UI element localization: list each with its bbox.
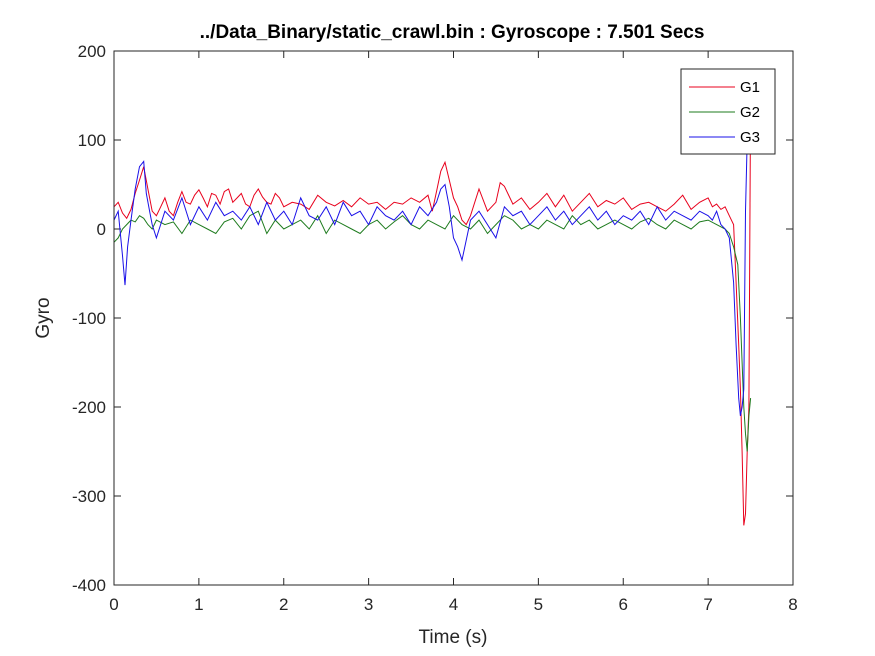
y-tick-label: 0 [97,220,106,239]
x-tick-label: 3 [364,595,373,614]
plot-area-frame [113,50,794,586]
x-tick-label: 5 [534,595,543,614]
x-tick-label: 8 [788,595,797,614]
series-line-g1 [114,95,752,526]
chart-title: ../Data_Binary/static_crawl.bin : Gyrosc… [200,22,705,43]
x-tick-label: 0 [109,595,118,614]
x-axis-label: Time (s) [419,627,488,648]
x-tick-label: 1 [194,595,203,614]
y-tick-label: -300 [72,487,106,506]
x-tick-label: 7 [703,595,712,614]
legend-label-g1: G1 [740,79,760,96]
series-line-g3 [114,68,752,416]
y-tick-label: 200 [78,42,106,61]
y-tick-label: -100 [72,309,106,328]
legend-label-g2: G2 [740,104,760,121]
y-axis-label: Gyro [33,297,54,338]
x-tick-label: 4 [449,595,458,614]
legend-label-g3: G3 [740,129,760,146]
y-tick-label: -400 [72,576,106,595]
series-layer [114,68,752,526]
legend: G1 G2 G3 [680,68,776,155]
y-tick-label: 100 [78,131,106,150]
series-line-g2 [114,210,752,452]
x-tick-label: 6 [619,595,628,614]
y-tick-label: -200 [72,398,106,417]
x-tick-label: 2 [279,595,288,614]
